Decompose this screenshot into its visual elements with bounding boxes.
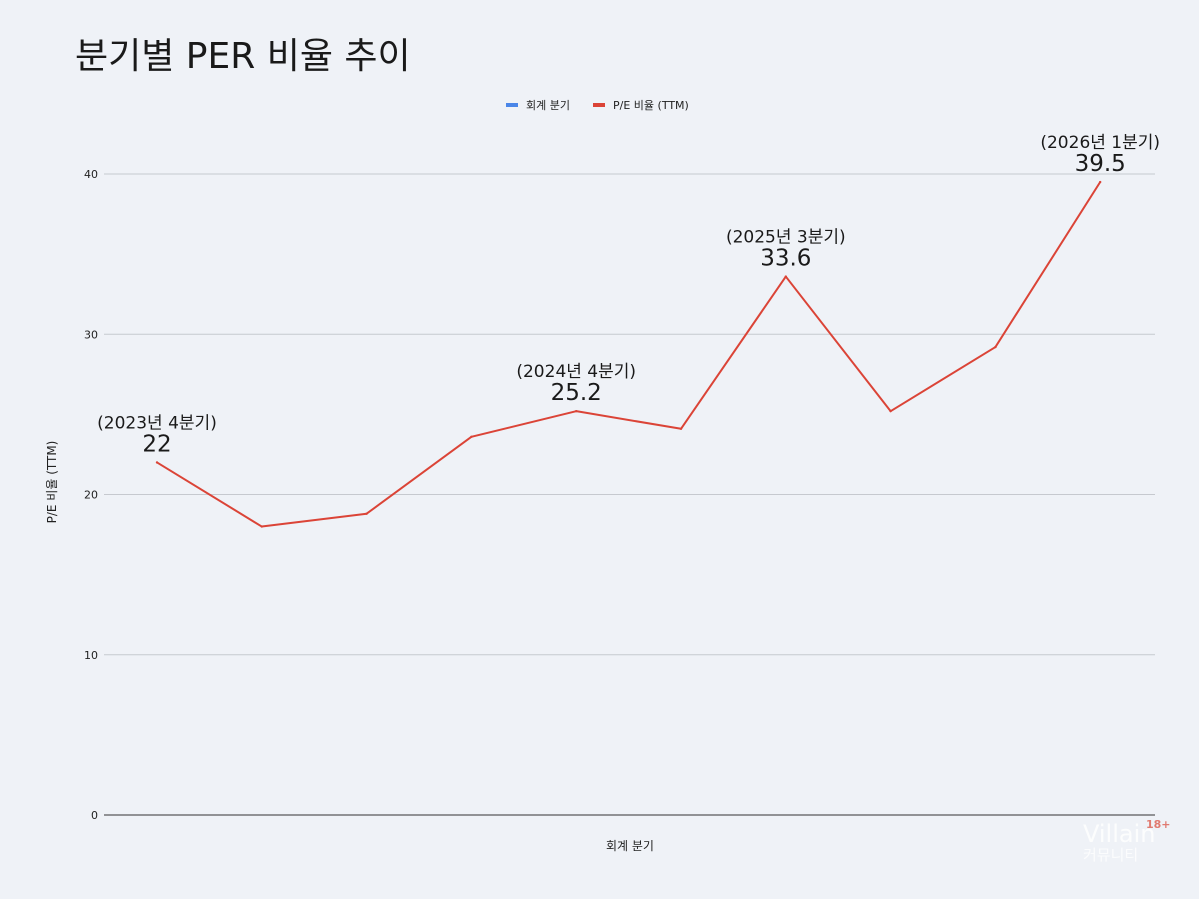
data-point [679, 427, 683, 430]
y-tick-label: 40 [84, 168, 98, 181]
data-point [470, 435, 473, 439]
legend-label-fiscal-quarter: 회계 분기 [526, 99, 570, 112]
y-axis-label: P/E 비율 (TTM) [45, 441, 59, 524]
data-point [889, 409, 892, 413]
data-point [155, 461, 159, 464]
legend-swatch-fiscal-quarter [506, 103, 518, 107]
data-point [575, 409, 578, 413]
annotation-period: (2026년 1분기) [1040, 133, 1160, 153]
annotation-value: 22 [142, 431, 171, 457]
annotation-period: (2025년 3분기) [726, 228, 846, 248]
grid-layer [104, 173, 1155, 816]
data-point [1099, 180, 1102, 184]
annotation-layer: (2023년 4분기)22(2024년 4분기)25.2(2025년 3분기)3… [97, 133, 1160, 457]
x-axis-label: 회계 분기 [606, 839, 654, 853]
chart-title: 분기별 PER 비율 추이 [75, 36, 411, 77]
data-point [365, 512, 368, 515]
y-tick-label: 20 [84, 489, 98, 502]
watermark-subtext: 커뮤니티 [1083, 846, 1138, 864]
series-layer [155, 180, 1102, 528]
annotation-period: (2023년 4분기) [97, 413, 217, 433]
legend-swatch-pe-ratio [593, 103, 605, 107]
y-tick-label: 30 [84, 328, 98, 341]
annotation-value: 39.5 [1075, 151, 1126, 177]
annotation-period: (2024년 4분기) [516, 362, 636, 382]
y-tick-label: 10 [84, 649, 98, 662]
watermark-badge: 18+ [1146, 818, 1171, 831]
y-tick-label: 0 [91, 809, 98, 822]
y-tick-labels: 0 10 20 30 40 [84, 168, 98, 822]
annotation-value: 33.6 [760, 246, 811, 272]
watermark: Villain 커뮤니티 18+ [1083, 818, 1171, 864]
watermark-text: Villain [1083, 820, 1155, 848]
legend-label-pe-ratio: P/E 비율 (TTM) [613, 99, 689, 112]
data-point [994, 345, 997, 349]
annotation-value: 25.2 [551, 380, 602, 406]
data-point [260, 525, 263, 528]
data-point [784, 275, 787, 278]
series-line-pe-ratio [156, 181, 1102, 528]
legend: 회계 분기 P/E 비율 (TTM) [506, 99, 689, 112]
